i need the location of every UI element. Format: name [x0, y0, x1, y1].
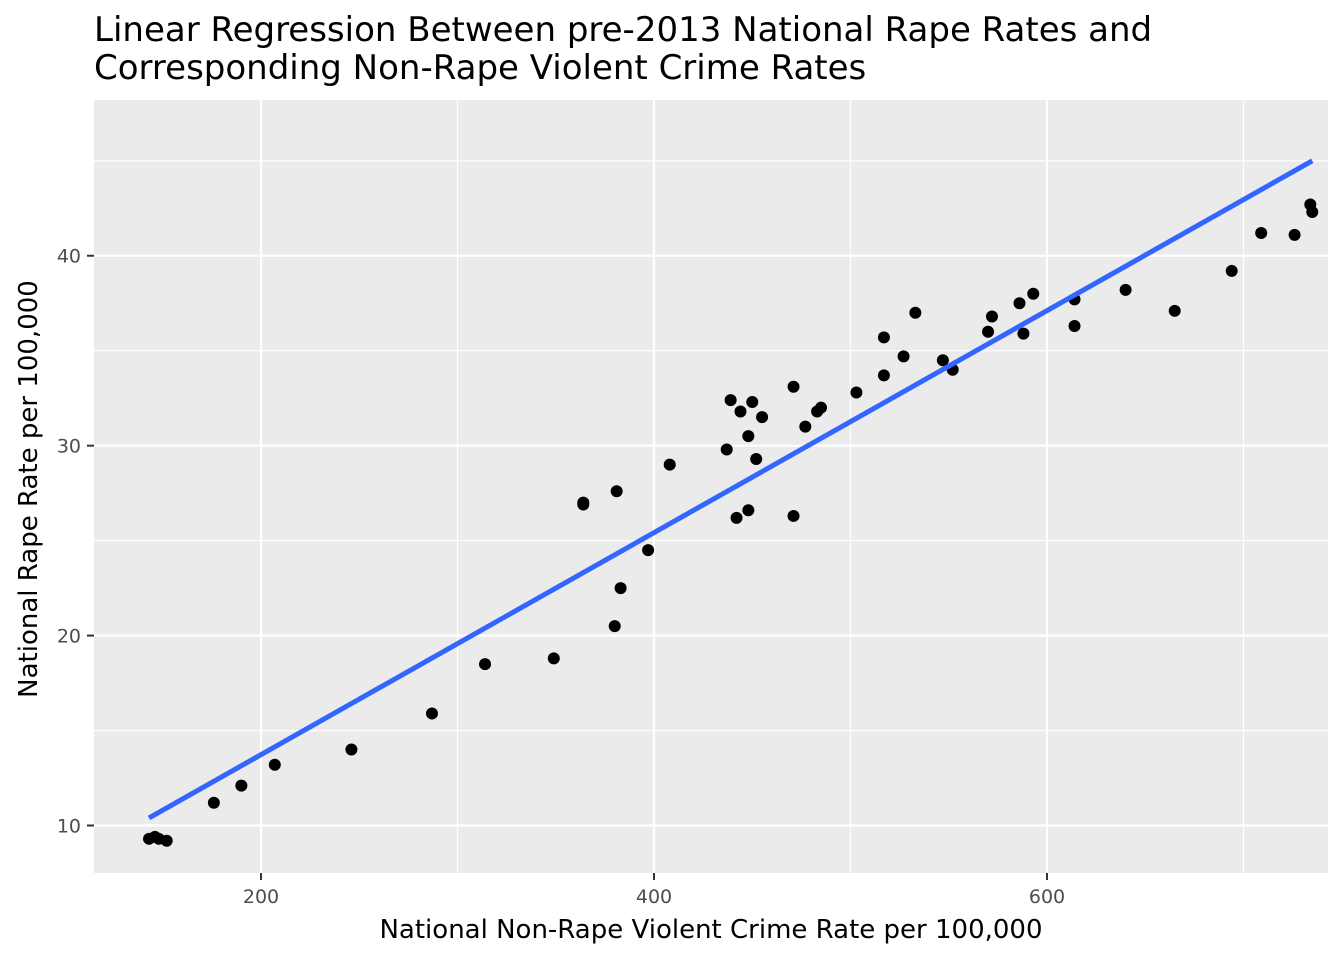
data-point-42: [1017, 327, 1030, 340]
data-point-23: [742, 504, 755, 517]
data-point-47: [1168, 304, 1181, 317]
data-point-52: [1306, 206, 1319, 219]
x-tick-label-0: 200: [243, 886, 279, 908]
data-point-5: [235, 779, 248, 792]
data-point-32: [850, 386, 863, 399]
data-point-7: [345, 743, 358, 756]
data-point-9: [479, 658, 492, 671]
data-point-20: [730, 511, 743, 524]
data-point-19: [724, 394, 737, 407]
data-point-12: [577, 498, 590, 511]
data-point-13: [608, 620, 621, 633]
data-point-49: [1255, 226, 1268, 239]
y-tick-label-3: 40: [57, 246, 81, 268]
chart-title: Linear Regression Between pre-2013 Natio…: [94, 10, 1152, 88]
data-point-17: [663, 458, 676, 471]
data-point-48: [1225, 264, 1238, 277]
data-point-22: [742, 430, 755, 443]
data-point-21: [734, 405, 747, 418]
x-axis-title: National Non-Rape Violent Crime Rate per…: [379, 915, 1042, 945]
data-point-39: [982, 325, 995, 338]
data-point-4: [207, 796, 220, 809]
data-point-35: [897, 350, 910, 363]
regression-line-group: [147, 158, 1314, 821]
data-point-24: [746, 395, 759, 408]
data-point-31: [815, 401, 828, 414]
data-point-37: [936, 354, 949, 367]
data-point-10: [547, 652, 560, 665]
x-axis-ticks: 200 400 600: [243, 873, 1065, 908]
x-tick-label-1: 400: [636, 886, 672, 908]
y-tick-label-0: 10: [57, 816, 81, 838]
y-tick-label-1: 20: [57, 626, 81, 648]
data-point-34: [877, 369, 890, 382]
data-point-6: [268, 758, 281, 771]
data-point-14: [610, 485, 623, 498]
data-point-50: [1288, 228, 1301, 241]
data-point-28: [787, 509, 800, 522]
data-point-25: [750, 452, 763, 465]
regression-line: [147, 158, 1314, 821]
y-tick-label-2: 30: [57, 436, 81, 458]
data-point-15: [614, 582, 627, 595]
data-point-16: [642, 544, 655, 557]
data-point-36: [909, 306, 922, 319]
data-point-27: [787, 380, 800, 393]
chart-title-line-2: Corresponding Non-Rape Violent Crime Rat…: [94, 48, 866, 88]
data-points: [143, 198, 1319, 847]
x-tick-label-2: 600: [1029, 886, 1065, 908]
plot-panel: [94, 100, 1328, 873]
data-point-33: [877, 331, 890, 344]
chart-title-line-1: Linear Regression Between pre-2013 Natio…: [94, 10, 1152, 50]
data-point-26: [756, 411, 769, 424]
data-point-8: [425, 707, 438, 720]
data-point-18: [720, 443, 733, 456]
y-axis-ticks: 10 20 30 40: [57, 246, 94, 838]
data-point-41: [1013, 297, 1026, 310]
data-point-45: [1068, 320, 1081, 333]
data-point-40: [985, 310, 998, 323]
y-axis-title: National Rape Rate per 100,000: [14, 280, 44, 698]
data-point-29: [799, 420, 812, 433]
data-point-43: [1027, 287, 1040, 300]
data-point-46: [1119, 283, 1132, 296]
major-gridlines: [94, 100, 1328, 873]
data-point-3: [160, 834, 173, 847]
